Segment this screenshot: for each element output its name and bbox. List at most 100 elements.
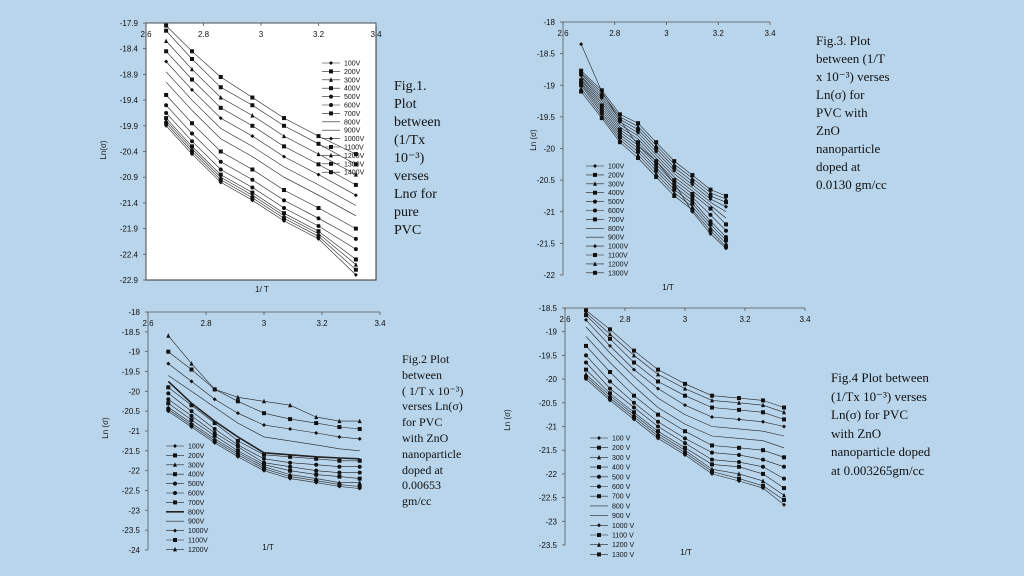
fig3-data-point xyxy=(724,204,729,209)
fig1-data-point xyxy=(353,257,358,262)
fig4-data-point xyxy=(737,400,741,405)
fig2-data-point xyxy=(314,476,319,481)
fig2-caption-line: with ZnO xyxy=(402,430,449,445)
fig3-data-point xyxy=(599,88,604,93)
fig1-caption-line: verses xyxy=(394,169,429,184)
fig2-legend-label: 700V xyxy=(188,500,205,507)
fig3-legend-label: 800V xyxy=(608,226,625,233)
fig3-series-1100v xyxy=(579,71,729,205)
fig4-data-point xyxy=(737,476,741,481)
fig3-data-point xyxy=(672,168,677,173)
fig4-data-point xyxy=(632,348,636,353)
fig3-legend-marker xyxy=(593,261,597,266)
fig3-legend-marker xyxy=(593,217,597,222)
fig3-data-point xyxy=(579,78,584,83)
fig2-data-point xyxy=(288,402,293,408)
fig2-data-point xyxy=(314,462,319,467)
fig1-data-point xyxy=(353,247,358,252)
fig3-legend-marker xyxy=(593,253,597,257)
fig3-data-point xyxy=(724,222,729,227)
fig1-data-point xyxy=(316,134,321,139)
fig4-data-point xyxy=(632,352,636,358)
fig1-data-point xyxy=(282,133,286,139)
fig1-data-point xyxy=(190,49,194,54)
fig3-data-point xyxy=(636,155,641,160)
fig1-series-1000v xyxy=(164,59,358,198)
fig3-x-axis-label: 1/T xyxy=(662,283,674,292)
fig3-data-point xyxy=(617,140,622,145)
fig2-data-point xyxy=(189,403,194,408)
fig4-y-tick-label: -19 xyxy=(545,328,557,337)
fig3-legend-marker xyxy=(593,164,597,168)
fig2-data-point xyxy=(166,333,171,338)
fig1-y-tick-label: -20.9 xyxy=(120,173,139,182)
fig1-data-point xyxy=(190,139,194,144)
fig1-data-point xyxy=(218,167,223,172)
fig4-data-point xyxy=(656,429,660,434)
fig1-legend-label: 1400V xyxy=(344,170,365,177)
fig4-data-point xyxy=(656,424,660,429)
fig4-data-point xyxy=(761,471,765,476)
fig1-series-700v xyxy=(164,92,358,231)
fig1-data-point xyxy=(316,151,321,157)
fig1-legend-marker xyxy=(329,103,333,107)
fig3-data-point xyxy=(708,225,713,230)
fig3-data-point xyxy=(636,121,641,126)
fig2-data-point xyxy=(357,418,362,424)
fig2-data-point xyxy=(357,427,362,432)
fig1-data-point xyxy=(250,95,255,100)
fig4-data-point xyxy=(608,336,612,341)
fig2-caption-line: between xyxy=(402,367,442,382)
fig3-legend-label: 200V xyxy=(608,172,625,179)
fig3-data-point xyxy=(654,174,659,179)
fig2-series-1000v xyxy=(166,361,362,441)
fig3-x-tick-label: 3.4 xyxy=(764,29,776,38)
fig1-x-tick-label: 3.4 xyxy=(370,30,382,39)
fig3-caption-line: doped at xyxy=(816,159,861,174)
fig1-data-point xyxy=(190,146,194,151)
fig3-caption-line: PVC with xyxy=(816,105,868,120)
fig2-y-tick-label: -23 xyxy=(128,506,140,515)
fig1-caption-line: Plot xyxy=(394,97,417,112)
fig4-data-point xyxy=(782,492,786,498)
fig1-data-point xyxy=(250,113,255,118)
fig4-data-point xyxy=(782,476,786,481)
fig2-data-point xyxy=(288,454,293,459)
fig3-data-point xyxy=(690,173,695,178)
fig4-caption-line: Fig.4 Plot between xyxy=(831,370,929,385)
fig3-data-point xyxy=(617,135,622,140)
fig4-y-tick-label: -22 xyxy=(545,470,557,479)
fig3-y-tick-label: -20.5 xyxy=(537,176,556,185)
fig1-caption-line: Fig.1. xyxy=(394,79,427,94)
fig1-x-tick-label: 3 xyxy=(259,30,264,39)
fig3-data-point xyxy=(654,142,659,148)
fig3-data-point xyxy=(690,179,695,184)
fig2-data-point xyxy=(337,434,342,439)
fig2-legend-label: 800V xyxy=(188,509,205,516)
fig4-legend-marker xyxy=(597,494,601,499)
fig2-series-900v xyxy=(168,375,360,452)
fig4-data-point xyxy=(656,433,660,438)
fig3-data-point xyxy=(672,193,677,198)
fig2-data-point xyxy=(235,448,240,453)
fig3-series-300v xyxy=(579,85,729,246)
fig4-data-point xyxy=(584,367,588,372)
fig4-legend-marker xyxy=(597,523,601,528)
fig1-series-500v xyxy=(164,110,358,252)
fig1-y-tick-label: -18.4 xyxy=(120,45,139,54)
fig4-data-point xyxy=(608,386,612,391)
fig4-data-point xyxy=(632,415,636,420)
fig3-data-point xyxy=(724,244,729,249)
fig3-series-800v xyxy=(580,78,727,219)
fig4-data-point xyxy=(584,310,588,315)
fig4-data-point xyxy=(710,393,714,398)
fig4-data-point xyxy=(632,412,636,417)
fig4-y-tick-label: -20 xyxy=(545,375,557,384)
fig1-data-point xyxy=(282,206,286,211)
fig4-data-point xyxy=(656,419,660,424)
fig1-legend-label: 1100V xyxy=(344,145,364,152)
fig2-data-point xyxy=(212,433,217,438)
fig1-data-point xyxy=(250,192,255,198)
fig1-legend-label: 700V xyxy=(344,111,361,118)
fig1-data-point xyxy=(250,167,255,172)
